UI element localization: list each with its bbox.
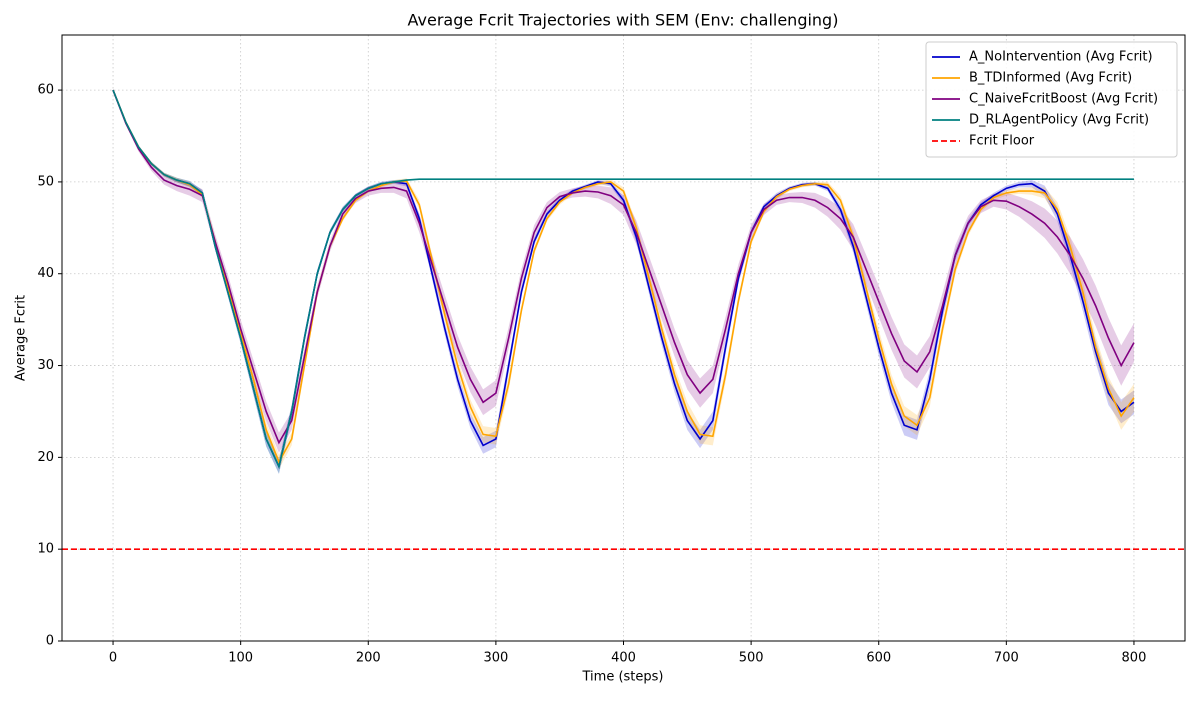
series-line [112,89,1135,445]
y-tick-label: 20 [37,450,54,465]
x-tick-label: 200 [356,651,381,666]
plot-frame [61,34,1186,642]
y-tick-label: 0 [46,634,54,649]
x-tick-label: 300 [483,651,508,666]
y-tick-label: 50 [37,174,54,189]
x-tick-label: 400 [611,651,636,666]
x-tick-label: 100 [228,651,253,666]
y-tick-label: 60 [37,83,54,98]
y-axis-label: Average Fcrit [14,295,29,381]
y-tick-label: 40 [37,266,54,281]
legend: A_NoIntervention (Avg Fcrit) B_TDInformed… [925,41,1178,158]
series-line [112,89,1135,464]
legend-label: Fcrit Floor [969,134,1035,149]
x-tick-label: 800 [1122,651,1147,666]
x-tick-label: 700 [994,651,1019,666]
legend-label: B_TDInformed (Avg Fcrit) [969,71,1132,86]
chart-title: Average Fcrit Trajectories with SEM (Env… [408,11,839,30]
x-tick-label: 500 [739,651,764,666]
y-tick-label: 30 [37,358,54,373]
legend-label: C_NaiveFcritBoost (Avg Fcrit) [969,92,1158,107]
legend-label: A_NoIntervention (Avg Fcrit) [969,50,1153,65]
y-tick-label: 10 [37,542,54,557]
x-tick-label: 600 [866,651,891,666]
series-line [112,89,1134,469]
legend-box [925,41,1178,158]
x-axis-label: Time (steps) [582,670,664,685]
x-tick-label: 0 [109,651,117,666]
legend-label: D_RLAgentPolicy (Avg Fcrit) [969,113,1149,128]
